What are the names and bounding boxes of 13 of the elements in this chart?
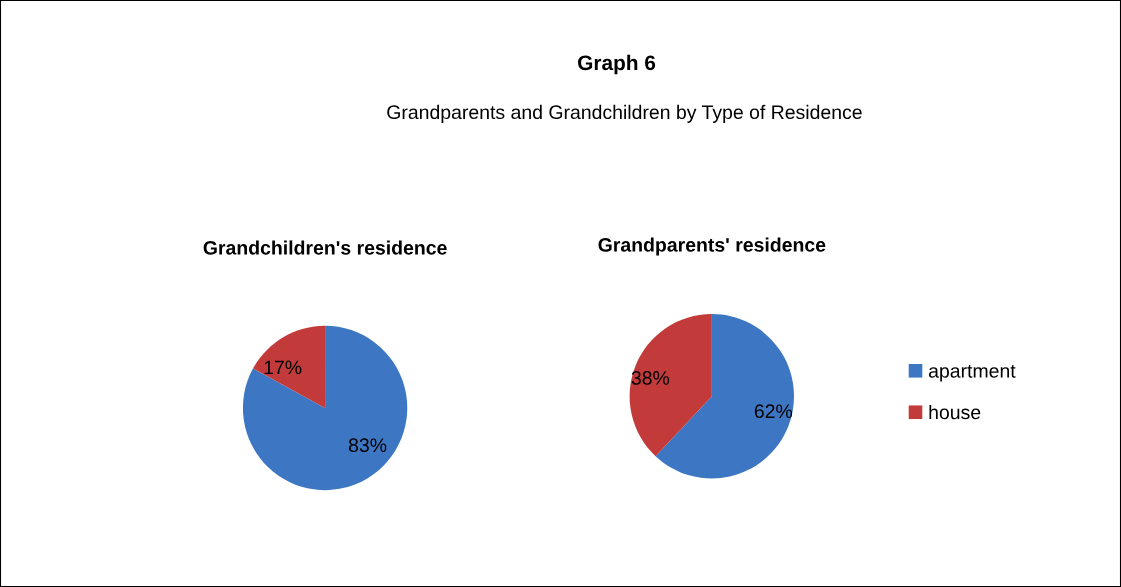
data-label: 38% bbox=[631, 371, 670, 385]
pie-slice bbox=[629, 314, 712, 457]
data-label: 17% bbox=[264, 360, 302, 375]
data-label: 83% bbox=[348, 438, 387, 453]
text: Graph 6 bbox=[578, 54, 656, 75]
legend-label: apartment bbox=[928, 365, 1016, 382]
data-label: 62% bbox=[754, 404, 793, 419]
legend-label: house bbox=[929, 404, 981, 420]
chart-title: Grandparents' residence bbox=[598, 237, 826, 256]
chart-title: Grandchildren's residence bbox=[203, 240, 447, 255]
text: Grandparents and Grandchildren by Type of Residence bbox=[387, 104, 862, 123]
pie-slice bbox=[242, 325, 408, 491]
pie-slice bbox=[253, 325, 326, 408]
